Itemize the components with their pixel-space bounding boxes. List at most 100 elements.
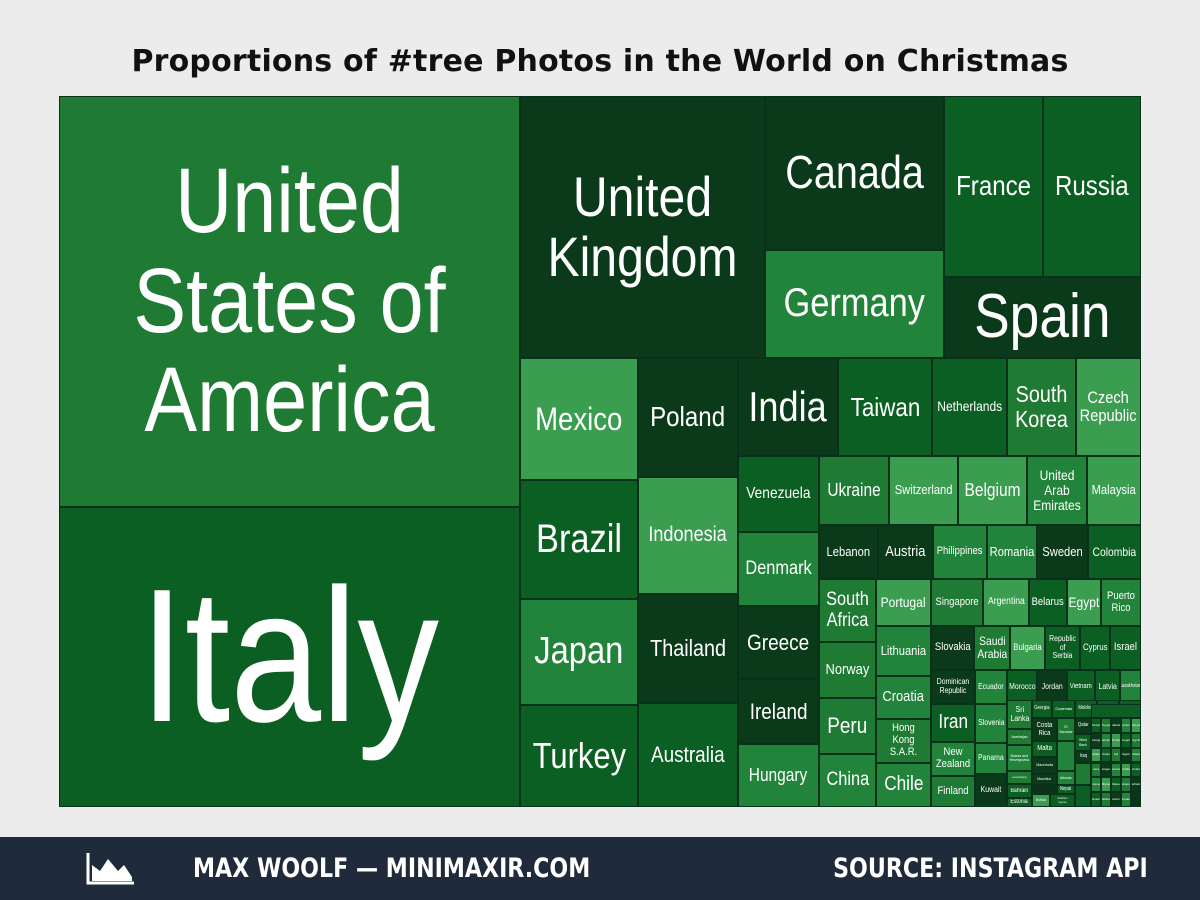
cell-label: Northern Cyprus — [1057, 796, 1068, 804]
cell-label: Greece — [747, 629, 810, 655]
cell-label: Azerbaijan — [1011, 733, 1028, 739]
cell-label: Thailand — [650, 635, 726, 662]
treemap-cell: Nepal — [1057, 785, 1075, 794]
treemap-cell: Greece — [738, 606, 819, 679]
treemap-cell: Puerto Rico — [1101, 579, 1141, 626]
cell-label: Israel — [1113, 641, 1138, 654]
treemap: United States of America Italy United King… — [59, 96, 1141, 807]
treemap-cell: Argentina — [983, 579, 1029, 626]
treemap-cell: Turkey — [520, 705, 638, 807]
treemap-cell: Netherlands — [932, 358, 1007, 456]
source-credit: SOURCE: INSTAGRAM API — [833, 853, 1148, 884]
treemap-cell: Bahrain — [1007, 784, 1032, 798]
treemap-cell: Russia — [1043, 96, 1141, 277]
treemap-cell: Bulgaria — [1010, 626, 1045, 670]
treemap-cell: Uruguay — [1101, 718, 1111, 733]
treemap-cell: Guam — [1091, 792, 1101, 807]
treemap-cell: Nicaragua — [1091, 732, 1101, 748]
cell-label: Jordan — [1041, 681, 1063, 691]
cell-label: United Kingdom — [547, 164, 738, 288]
cell-label: Nepal — [1060, 785, 1072, 792]
treemap-cell: Jamaica — [1101, 732, 1111, 748]
cell-label: Montenegro — [1092, 782, 1100, 787]
cell-label: Taiwan — [850, 391, 920, 422]
cell-label: Iran — [938, 711, 968, 734]
footer-bar: MAX WOOLF — MINIMAXIR.COM SOURCE: INSTAG… — [0, 837, 1200, 900]
cell-label: Uruguay — [1102, 722, 1111, 727]
treemap-cell: South Korea — [1007, 358, 1076, 456]
treemap-cell: Norway — [819, 642, 876, 698]
cell-label: United Arab Emirates — [1033, 466, 1081, 514]
author-credit: MAX WOOLF — MINIMAXIR.COM — [193, 853, 591, 884]
treemap-cell: Hong Kong S.A.R. — [876, 719, 931, 763]
treemap-cell: Tunisia — [1091, 718, 1101, 733]
treemap-cell: Georgia — [1032, 700, 1052, 718]
cell-label: Hungary — [749, 764, 808, 785]
cell-label: Mauritius — [1037, 776, 1052, 782]
treemap-cell: Panama — [975, 743, 1007, 774]
cell-label: Ukraine — [827, 479, 881, 500]
cell-label: Russia — [1055, 170, 1129, 202]
cell-label: Romania — [989, 543, 1035, 559]
cell-label: Nigeria — [1121, 752, 1131, 757]
cell-label: Pakistan — [1112, 722, 1121, 727]
treemap-cell: Ireland — [738, 679, 819, 744]
cell-label: Malaysia — [1091, 482, 1137, 498]
cell-label: Norway — [825, 660, 870, 678]
treemap-cell: Aruba — [1131, 762, 1141, 778]
treemap-cell: United States of America — [59, 96, 520, 507]
treemap-cell: France — [944, 96, 1043, 277]
cell-label: Finland — [937, 784, 969, 797]
cell-label: Slovenia — [977, 718, 1005, 728]
treemap-cell: Australia — [638, 703, 738, 807]
cell-label: Spain — [974, 282, 1111, 352]
treemap-cell: Republic of Serbia — [1045, 626, 1080, 670]
cell-label: Albania — [1060, 774, 1072, 780]
cell-label: Sri Lanka — [1010, 704, 1029, 723]
cell-label: El Salvador — [1059, 724, 1073, 734]
cell-label: Switzerland — [894, 482, 953, 498]
cell-label: Latvia — [1098, 681, 1117, 691]
cell-label: Vietnam — [1070, 683, 1092, 691]
cell-label: Jamaica — [1101, 737, 1110, 742]
cell-label: Australia — [651, 742, 725, 768]
treemap-cell: Egypt — [1067, 579, 1101, 626]
treemap-cell: Qatar — [1075, 718, 1091, 734]
cell-label: Czech Republic — [1080, 387, 1137, 425]
treemap-cell: Azerbaijan — [1007, 729, 1032, 745]
cell-label: Tunisia — [1091, 722, 1101, 727]
cell-label: Georgia — [1034, 705, 1050, 712]
cell-label: Japan — [534, 630, 624, 673]
treemap-cell: Czech Republic — [1076, 358, 1141, 456]
treemap-cell: Germany — [765, 250, 944, 358]
cell-label: Kuwait — [980, 785, 1002, 795]
treemap-cell: Hungary — [738, 744, 819, 807]
cell-label: Venezuela — [746, 485, 811, 503]
cell-label: Panama — [978, 753, 1004, 763]
treemap-cell: Bahamas — [1121, 777, 1131, 793]
cell-label: Lebanon — [826, 543, 871, 559]
treemap-cell: Venezuela — [738, 456, 819, 532]
cell-label: Bahamas — [1121, 782, 1131, 787]
cell-label: Oman — [1111, 737, 1121, 742]
treemap-cell: Macau — [1111, 777, 1121, 793]
cell-label: Guam — [1091, 796, 1101, 801]
treemap-cell: Romania — [987, 525, 1037, 579]
cell-label: Ecuador — [978, 681, 1004, 691]
treemap-cell: Poland — [638, 358, 738, 477]
cell-label: Poland — [650, 401, 726, 433]
treemap-cell: New Zealand — [931, 742, 975, 776]
treemap-cell: Philippines — [933, 525, 987, 579]
treemap-cell: Ghana — [1131, 747, 1141, 763]
cell-label: Moldova — [1077, 705, 1095, 712]
treemap-cell: Pakistan — [1111, 718, 1121, 733]
cell-label: Bermuda — [1111, 767, 1121, 772]
treemap-cell: Vietnam — [1067, 670, 1095, 704]
cell-label: Paraguay — [1101, 767, 1110, 772]
treemap-cell: Honduras — [1121, 718, 1131, 733]
treemap-cell — [1057, 741, 1075, 771]
cell-label: Andorra — [1111, 796, 1121, 801]
cell-label: Singapore — [935, 595, 979, 608]
treemap-cell: Andorra — [1111, 792, 1121, 807]
cell-label: Colombia — [1092, 544, 1137, 559]
